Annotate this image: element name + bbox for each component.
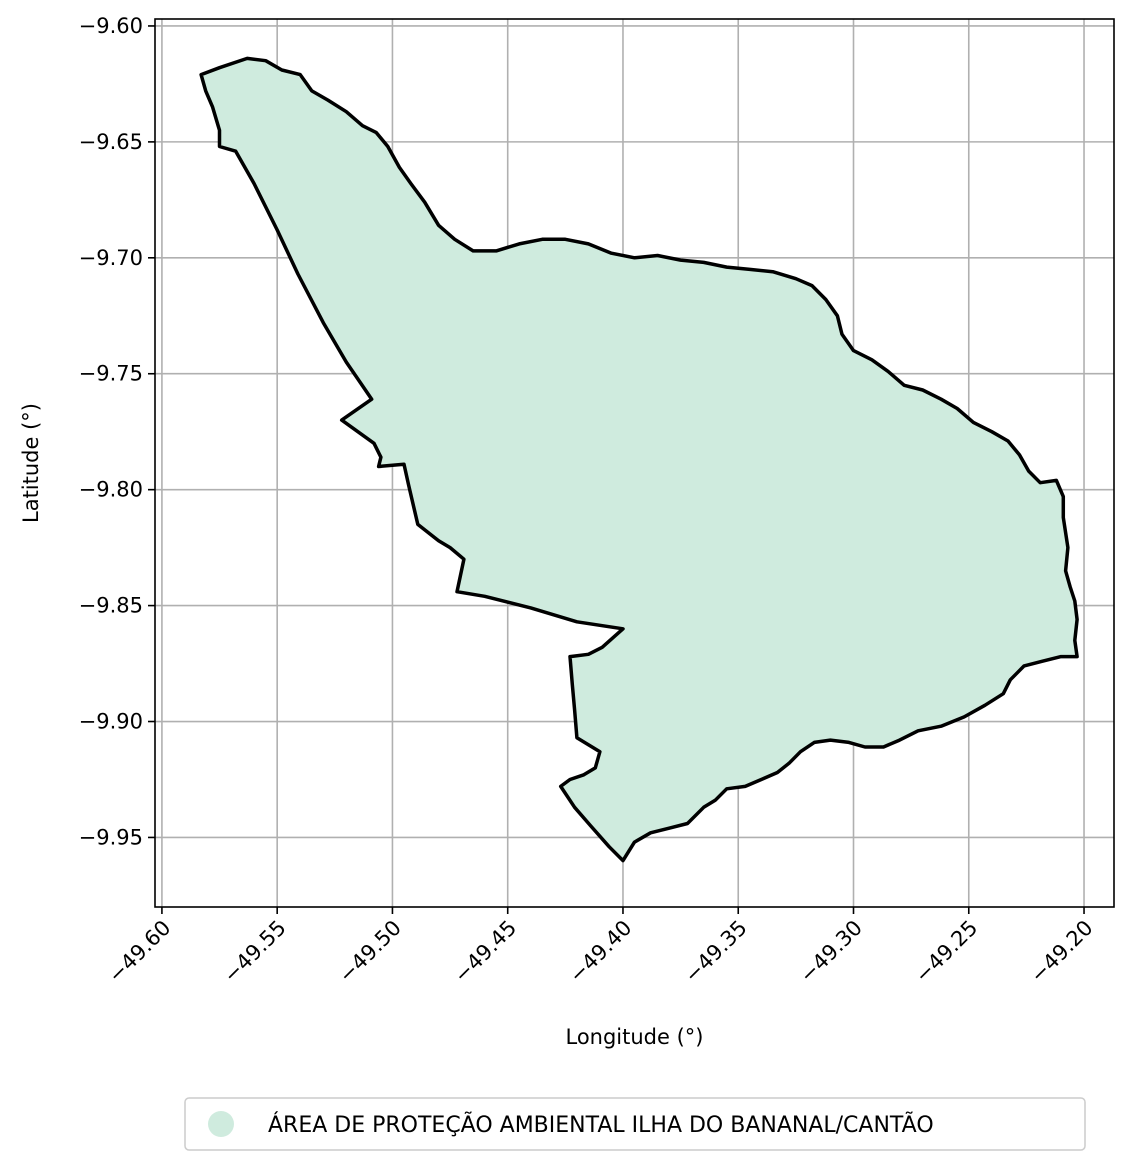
legend: ÁREA DE PROTEÇÃO AMBIENTAL ILHA DO BANAN… [184, 1097, 1086, 1151]
y-tick-label: −9.80 [79, 478, 143, 502]
y-tick-label: −9.65 [79, 130, 143, 154]
x-tick-label: −49.60 [104, 916, 176, 988]
x-tick-label: −49.55 [219, 916, 291, 988]
y-tick-label: −9.70 [79, 246, 143, 270]
y-tick-label: −9.95 [79, 825, 143, 849]
x-tick-label: −49.35 [680, 916, 752, 988]
x-axis-label: Longitude (°) [565, 1025, 703, 1049]
y-tick-label: −9.90 [79, 710, 143, 734]
y-tick-label: −9.85 [79, 594, 143, 618]
y-tick-label: −9.75 [79, 362, 143, 386]
x-tick-label: −49.20 [1026, 916, 1098, 988]
x-tick-label: −49.25 [910, 916, 982, 988]
legend-marker [208, 1111, 234, 1137]
x-tick-label: −49.30 [795, 916, 867, 988]
x-tick-label: −49.40 [565, 916, 637, 988]
axes-frame [154, 18, 1115, 908]
area-boundary [199, 56, 1079, 863]
legend-entry-label: ÁREA DE PROTEÇÃO AMBIENTAL ILHA DO BANAN… [268, 1111, 934, 1138]
x-tick-label: −49.45 [449, 916, 521, 988]
x-tick-label: −49.50 [334, 916, 406, 988]
area-fill [201, 58, 1078, 861]
y-tick-label: −9.60 [79, 14, 143, 38]
area-layer [199, 56, 1079, 863]
legend-box [184, 1097, 1086, 1151]
y-axis-label: Latitude (°) [19, 403, 43, 523]
